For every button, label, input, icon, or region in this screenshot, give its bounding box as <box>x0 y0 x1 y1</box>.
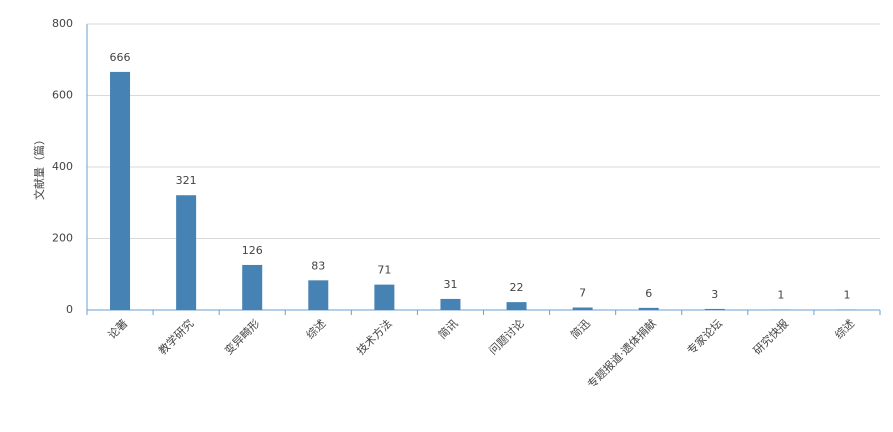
x-tick-label: 研究快报 <box>750 316 791 357</box>
bar <box>176 195 197 310</box>
data-label: 22 <box>510 281 524 294</box>
data-label: 1 <box>843 289 850 302</box>
data-label: 83 <box>311 259 325 272</box>
x-tick-label: 简讯 <box>435 316 460 341</box>
x-tick-label: 专题报道·遗体捐献 <box>584 316 659 391</box>
x-tick-label: 综述 <box>303 316 328 341</box>
bar <box>110 71 131 310</box>
data-label: 3 <box>711 288 718 301</box>
y-tick-label: 600 <box>52 89 73 102</box>
x-tick-label: 专家论坛 <box>684 316 725 357</box>
bar <box>242 264 263 310</box>
x-tick-label: 简迅 <box>567 316 592 341</box>
y-tick-label: 800 <box>52 17 73 30</box>
data-label: 1 <box>777 289 784 302</box>
x-tick-label: 问题讨论 <box>486 316 527 357</box>
data-label: 71 <box>377 264 391 277</box>
data-label: 7 <box>579 286 586 299</box>
data-label: 321 <box>176 174 197 187</box>
data-label: 31 <box>443 278 457 291</box>
data-label: 666 <box>110 51 131 64</box>
x-tick-label: 综述 <box>832 316 857 341</box>
data-label: 126 <box>242 244 263 257</box>
x-tick-label: 论著 <box>105 316 130 341</box>
x-tick-label: 教学研究 <box>155 316 196 357</box>
y-tick-label: 200 <box>52 232 73 245</box>
bar <box>308 280 329 310</box>
x-tick-label: 技术方法 <box>354 316 395 357</box>
bar <box>572 307 593 310</box>
bar <box>440 298 461 310</box>
bar <box>704 308 725 310</box>
data-label: 6 <box>645 287 652 300</box>
y-tick-label: 400 <box>52 160 73 173</box>
y-tick-label: 0 <box>66 303 73 316</box>
bar <box>638 307 659 310</box>
y-axis-title: 文献量（篇） <box>32 134 46 200</box>
x-tick-label: 变异畸形 <box>221 316 262 357</box>
bar <box>506 302 527 310</box>
bar <box>374 284 395 310</box>
